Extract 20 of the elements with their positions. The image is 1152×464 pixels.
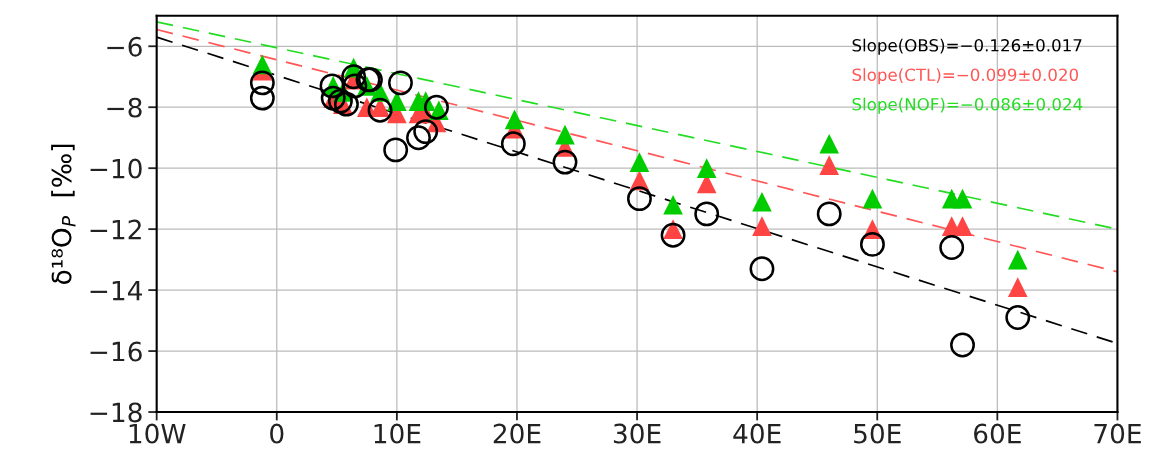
y-tick-label: −10 [90,158,142,179]
x-tick-label: 60E [974,423,1021,444]
x-tick-label: 50E [854,423,901,444]
x-tick-label: 10W [129,423,186,444]
x-tick-label: 70E [1094,423,1141,444]
y-tick-label: −14 [90,280,142,301]
y-tick-label: −16 [90,341,142,362]
x-tick-label: 10E [374,423,421,444]
y-tick-label: −12 [90,219,141,240]
text: Slope(CTL)=−0.099±0.020 [852,68,1079,85]
x-tick-label: 20E [493,423,541,444]
x-tick-label: 40E [733,423,781,444]
x-tick-label: 30E [613,423,661,444]
y-tick-label: −8 [107,97,142,118]
text: Slope(NOF)=−0.086±0.024 [852,97,1083,114]
y-tick-label: −18 [90,402,142,423]
text: Slope(OBS)=−0.126±0.017 [852,38,1082,55]
y-tick-label: −6 [107,36,142,57]
x-tick-label: 0 [270,423,284,444]
y-axis-title: δ¹⁸O$_{P}$ [‰] [51,144,76,284]
